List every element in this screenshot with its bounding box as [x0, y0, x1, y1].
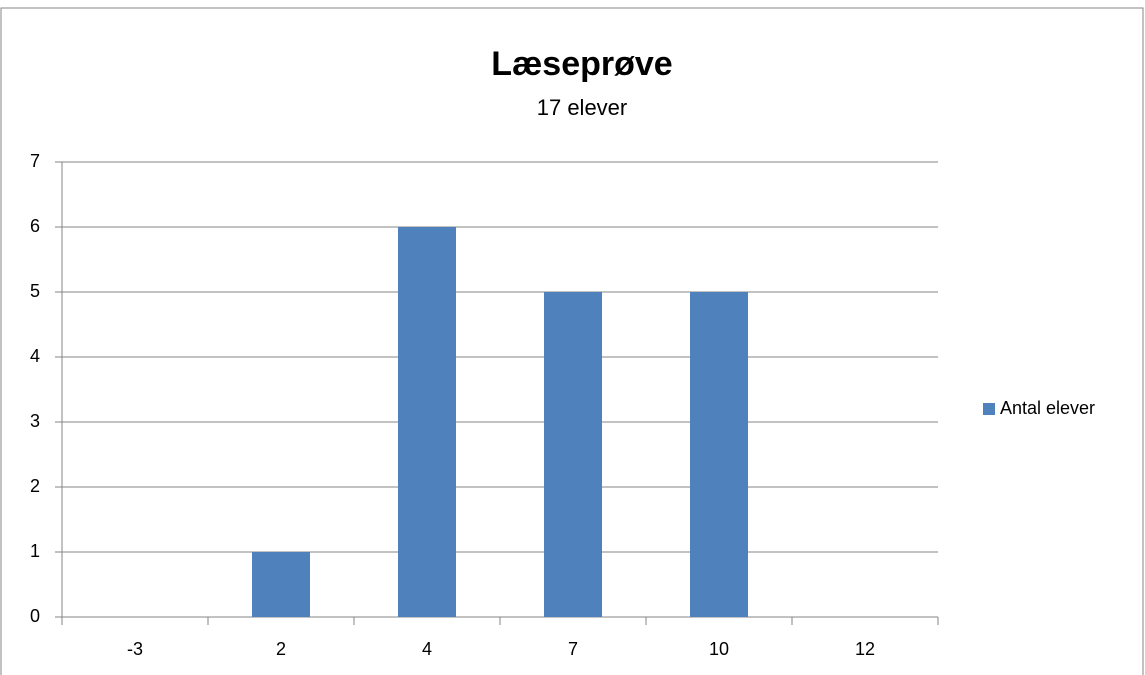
y-tick-label: 6: [30, 216, 40, 236]
legend-label: Antal elever: [1000, 398, 1095, 418]
bar: [252, 552, 310, 617]
bar: [544, 292, 602, 617]
y-tick-label: 5: [30, 281, 40, 301]
y-tick-label: 2: [30, 476, 40, 496]
x-tick-label: 4: [422, 639, 432, 659]
y-tick-label: 1: [30, 541, 40, 561]
y-tick-label: 4: [30, 346, 40, 366]
bar: [690, 292, 748, 617]
chart-title: Læseprøve: [491, 45, 672, 83]
bar: [398, 227, 456, 617]
x-tick-label: 2: [276, 639, 286, 659]
x-tick-label: -3: [127, 639, 143, 659]
y-tick-label: 0: [30, 606, 40, 626]
x-tick-label: 10: [709, 639, 729, 659]
y-tick-label: 7: [30, 151, 40, 171]
x-tick-label: 7: [568, 639, 578, 659]
y-tick-label: 3: [30, 411, 40, 431]
chart-subtitle: 17 elever: [537, 95, 628, 120]
legend-swatch: [983, 403, 995, 415]
x-tick-label: 12: [855, 639, 875, 659]
